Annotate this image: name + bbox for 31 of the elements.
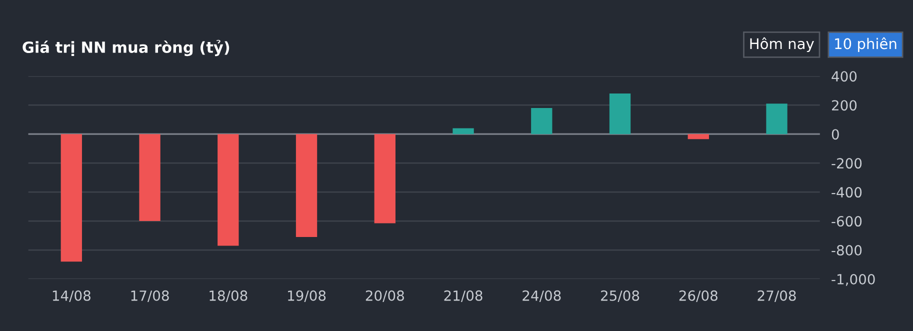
x-tick-label: 14/08 [52,290,90,302]
y-tick-label: -800 [832,245,862,256]
bar [688,134,709,140]
y-tick-label: -400 [832,187,862,198]
y-tick-label: 400 [832,71,857,82]
x-tick-label: 26/08 [679,290,718,302]
bar [766,104,788,134]
x-tick-label: 19/08 [288,290,326,302]
text: 10 phiên [835,37,896,52]
bar [139,134,160,222]
bar [531,108,552,134]
x-tick-label: 24/08 [522,290,561,302]
y-tick-label: 200 [832,100,857,111]
x-tick-label: 25/08 [601,290,640,302]
x-tick-label: 18/08 [210,290,248,302]
bar [218,134,239,246]
chart-title: Giá trị NN mua ròng (tỷ) [22,40,230,56]
x-tick-label: 27/08 [758,290,796,302]
bar [296,134,318,238]
bar [374,134,396,224]
y-tick-label: -600 [832,216,862,227]
y-tick-label: 0 [832,129,839,140]
y-tick-label: -1,000 [832,274,875,286]
bar [609,94,631,134]
x-tick-label: 20/08 [366,290,404,302]
y-tick-label: -200 [832,158,862,169]
bar [452,128,474,134]
text: Hôm nay [750,37,814,52]
x-tick-label: 21/08 [444,290,482,302]
bar [60,134,82,262]
x-tick-label: 17/08 [131,290,169,302]
